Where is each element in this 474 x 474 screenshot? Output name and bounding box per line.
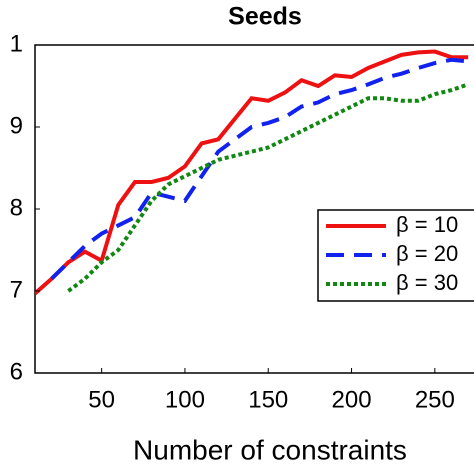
x-tick-label: 250 bbox=[415, 386, 455, 413]
plot-frame bbox=[34, 44, 474, 374]
x-tick-label: 50 bbox=[88, 386, 115, 413]
y-tick-label: 6 bbox=[10, 358, 23, 385]
plot-area bbox=[35, 49, 469, 295]
y-tick-label: 7 bbox=[10, 276, 23, 303]
line-series bbox=[67, 82, 469, 293]
x-axis-label: Number of constraints bbox=[133, 434, 407, 465]
x-tick-label: 100 bbox=[165, 386, 205, 413]
legend-label: β = 10 bbox=[396, 212, 458, 237]
chart-title: Seeds bbox=[228, 3, 302, 31]
y-tick-label: 1 bbox=[10, 30, 23, 57]
x-tick-label: 200 bbox=[332, 386, 372, 413]
line-series bbox=[35, 49, 469, 295]
legend-label: β = 30 bbox=[396, 270, 458, 295]
legend-label: β = 20 bbox=[396, 241, 458, 266]
y-tick-label: 9 bbox=[10, 112, 23, 139]
line-series bbox=[50, 57, 469, 281]
y-tick-label: 8 bbox=[10, 194, 23, 221]
x-tick-label: 150 bbox=[248, 386, 288, 413]
